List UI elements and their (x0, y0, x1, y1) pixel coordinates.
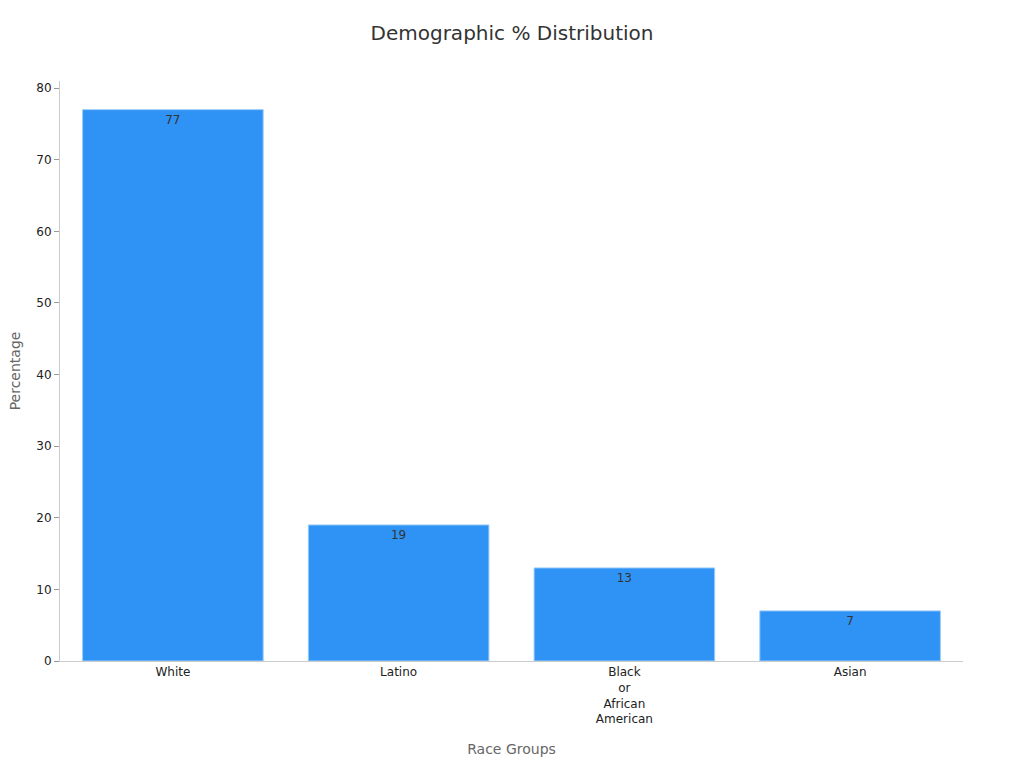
svg-text:Asian: Asian (834, 665, 867, 679)
svg-text:Latino: Latino (380, 665, 417, 679)
svg-text:70: 70 (36, 153, 51, 167)
svg-text:80: 80 (36, 81, 51, 95)
svg-text:19: 19 (391, 528, 406, 542)
svg-text:77: 77 (165, 113, 180, 127)
svg-text:40: 40 (36, 368, 51, 382)
svg-text:20: 20 (36, 511, 51, 525)
svg-text:13: 13 (617, 571, 632, 585)
svg-text:Percentage: Percentage (7, 332, 23, 411)
svg-text:50: 50 (36, 296, 51, 310)
svg-text:30: 30 (36, 439, 51, 453)
svg-text:BlackorAfricanAmerican: BlackorAfricanAmerican (596, 665, 653, 726)
svg-text:Race Groups: Race Groups (467, 741, 556, 757)
svg-text:Demographic % Distribution: Demographic % Distribution (371, 21, 654, 45)
svg-text:7: 7 (846, 614, 854, 628)
svg-text:60: 60 (36, 225, 51, 239)
svg-text:White: White (155, 665, 190, 679)
svg-text:0: 0 (44, 654, 52, 668)
svg-text:10: 10 (36, 583, 51, 597)
